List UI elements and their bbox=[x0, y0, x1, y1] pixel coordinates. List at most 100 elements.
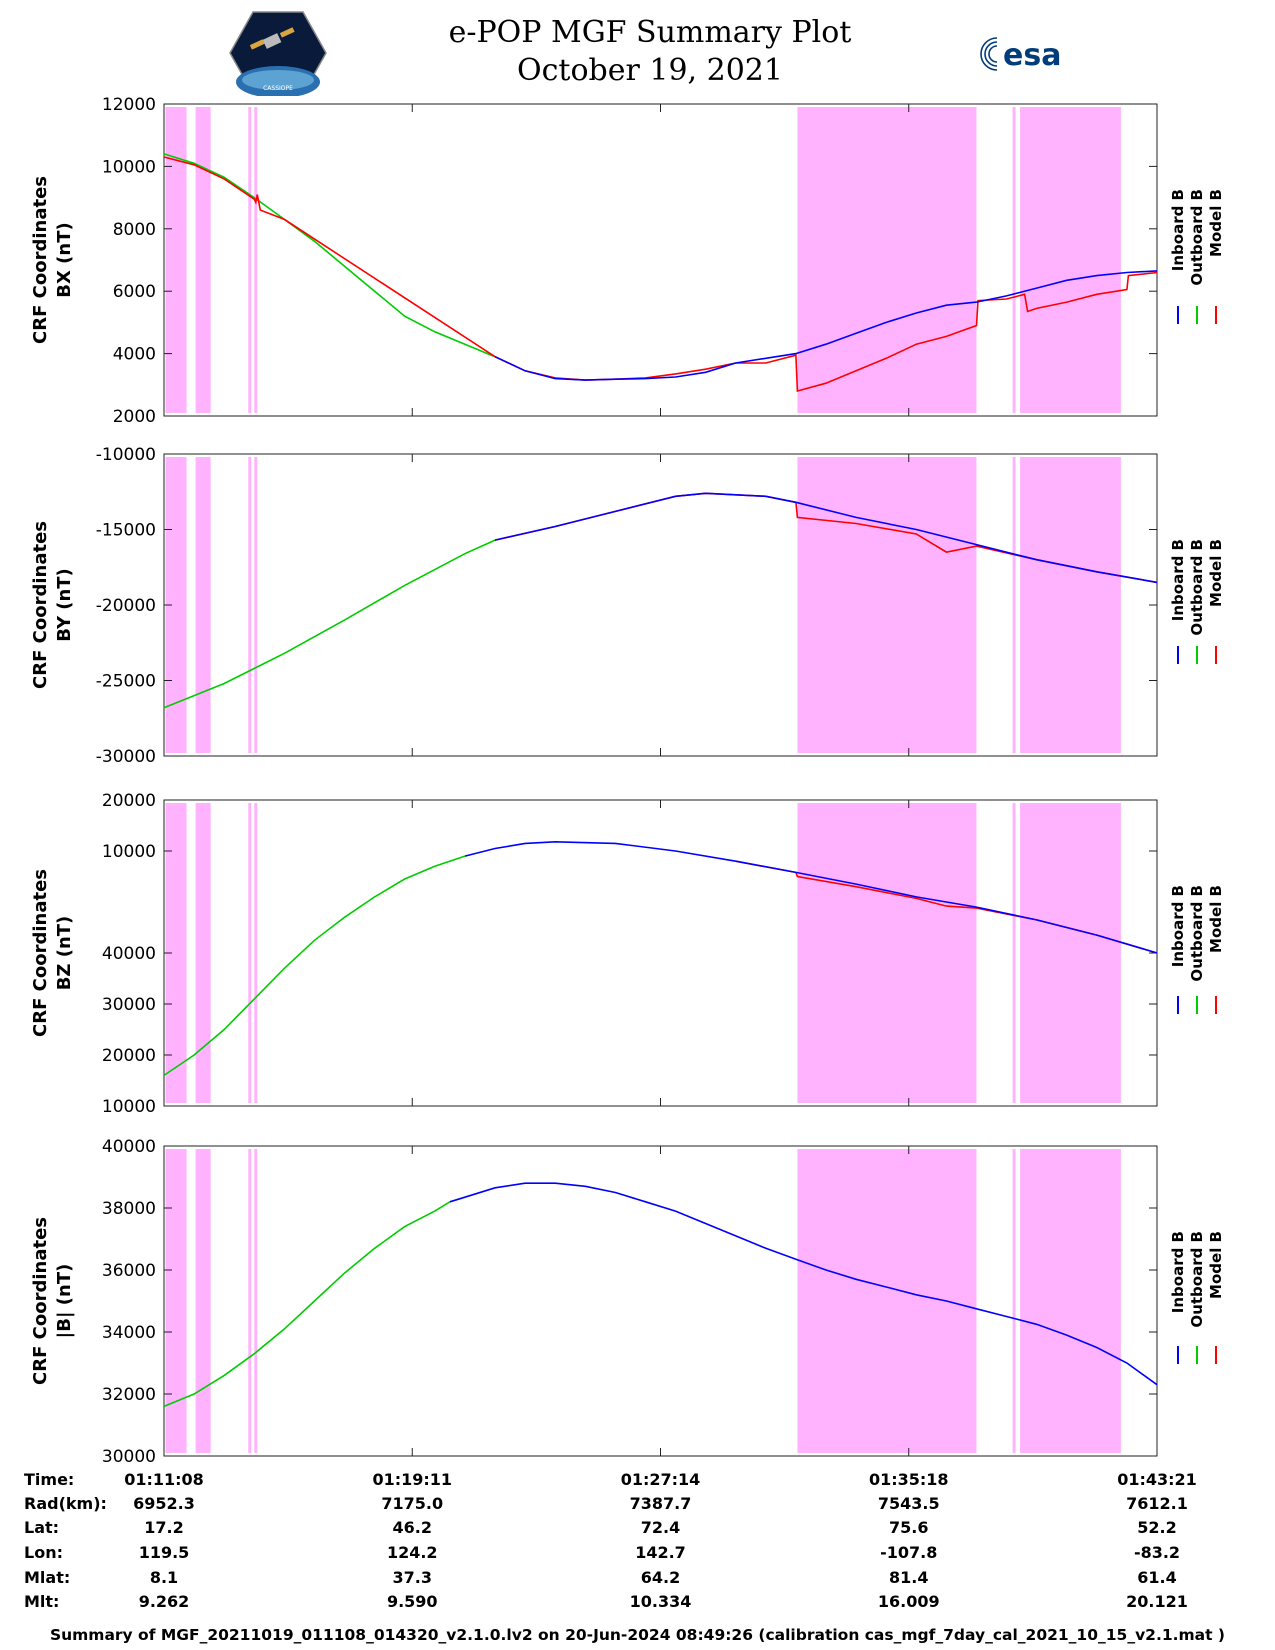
legend-outboard-label: Outboard B bbox=[1188, 189, 1206, 286]
series-inboard-line bbox=[464, 840, 1158, 954]
shade-interval-6 bbox=[1020, 1149, 1121, 1453]
y-axis-label-line2: BX (nT) bbox=[54, 222, 75, 297]
shade-interval-0 bbox=[165, 457, 187, 753]
y-tick-label-0: 12000 bbox=[102, 95, 156, 115]
shade-interval-3 bbox=[254, 107, 258, 413]
y-tick-label-4: 32000 bbox=[102, 1385, 156, 1405]
shade-interval-4 bbox=[797, 1149, 977, 1453]
legend-inboard-label: Inboard B bbox=[1169, 885, 1187, 967]
y-axis-label-line2: |B| (nT) bbox=[54, 1264, 75, 1339]
y-tick-label-3: -25000 bbox=[96, 672, 156, 692]
y-axis-label-line1: CRF Coordinates bbox=[30, 521, 51, 689]
y-tick-label-3: 34000 bbox=[102, 1323, 156, 1343]
series-inboard-line bbox=[494, 492, 1158, 584]
axes-box bbox=[163, 799, 1158, 1107]
cassiope-logo-icon: CASSIOPE bbox=[229, 11, 327, 96]
legend-inboard-label: Inboard B bbox=[1169, 189, 1187, 271]
shade-interval-2 bbox=[248, 457, 252, 753]
legend-model-label: Model B bbox=[1207, 1231, 1225, 1299]
y-tick-label-2: 36000 bbox=[102, 1261, 156, 1281]
y-axis-label-line2: BZ (nT) bbox=[54, 916, 75, 991]
y-tick-label-1: 10000 bbox=[102, 157, 156, 177]
shade-interval-1 bbox=[195, 803, 211, 1103]
shade-interval-6 bbox=[1020, 457, 1121, 753]
shade-interval-2 bbox=[248, 1149, 252, 1453]
legend-model-label: Model B bbox=[1207, 189, 1225, 257]
legend-model-label: Model B bbox=[1207, 885, 1225, 953]
series-outboard-line bbox=[163, 539, 496, 709]
y-axis-label: CRF Coordinates BY (nT) bbox=[30, 521, 75, 689]
shade-interval-4 bbox=[797, 107, 977, 413]
title-block: e-POP MGF Summary Plot October 19, 2021 bbox=[360, 14, 940, 90]
legend-inboard-label: Inboard B bbox=[1169, 539, 1187, 621]
legend-inboard-label: Inboard B bbox=[1169, 1231, 1187, 1313]
y-axis-label: CRF Coordinates BX (nT) bbox=[30, 176, 75, 344]
shade-interval-3 bbox=[254, 457, 258, 753]
shade-interval-5 bbox=[1012, 107, 1016, 413]
y-axis-label-line1: CRF Coordinates bbox=[30, 1217, 51, 1385]
y-tick-label-3: 6000 bbox=[113, 282, 156, 302]
shade-interval-2 bbox=[248, 107, 252, 413]
series-inboard-line bbox=[494, 270, 1158, 381]
y-axis-label-line2: BY (nT) bbox=[54, 568, 75, 642]
series-outboard-line bbox=[163, 1201, 451, 1408]
esa-logo-text: esa bbox=[1003, 38, 1061, 73]
panel-4: 40000 38000 36000 34000 32000 30000 CRF Coordi… bbox=[30, 1137, 1225, 1467]
esa-logo-icon: esa bbox=[980, 37, 1061, 73]
y-tick-label-0: 40000 bbox=[102, 1137, 156, 1157]
y-tick-label-5: 10000 bbox=[102, 1097, 156, 1117]
footer-caption: Summary of MGF_20211019_011108_014320_v2… bbox=[49, 1626, 1226, 1644]
series-model-line bbox=[163, 156, 1158, 393]
shade-interval-4 bbox=[797, 803, 977, 1103]
y-axis-label-line1: CRF Coordinates bbox=[30, 176, 51, 344]
y-tick-label-0: 20000 bbox=[102, 791, 156, 811]
panel-1: 12000 10000 8000 6000 4000 2000 CRF Coordinate… bbox=[30, 95, 1225, 427]
series-inboard-line bbox=[449, 1182, 1158, 1386]
shade-interval-5 bbox=[1012, 1149, 1016, 1453]
series-outboard-line bbox=[163, 153, 496, 358]
plot-date: October 19, 2021 bbox=[517, 53, 783, 88]
axes-box bbox=[163, 103, 1158, 417]
y-tick-label-4: -30000 bbox=[96, 747, 156, 767]
shade-interval-0 bbox=[165, 803, 187, 1103]
cassiope-logo-text: CASSIOPE bbox=[263, 85, 293, 92]
shade-interval-1 bbox=[195, 107, 211, 413]
legend-outboard-label: Outboard B bbox=[1188, 885, 1206, 982]
shade-interval-6 bbox=[1020, 803, 1121, 1103]
y-tick-label-1: 10000 bbox=[102, 842, 156, 862]
legend-outboard-label: Outboard B bbox=[1188, 539, 1206, 636]
shade-interval-5 bbox=[1012, 803, 1016, 1103]
shade-interval-1 bbox=[195, 457, 211, 753]
y-tick-label-1: -15000 bbox=[96, 521, 156, 541]
y-axis-label: CRF Coordinates BZ (nT) bbox=[30, 869, 75, 1037]
shade-interval-0 bbox=[165, 107, 187, 413]
shade-interval-6 bbox=[1020, 107, 1121, 413]
series-outboard-line bbox=[163, 855, 466, 1077]
y-tick-label-5: 30000 bbox=[102, 1447, 156, 1467]
y-tick-label-3: 30000 bbox=[102, 995, 156, 1015]
panel-3: 20000 10000 40000 30000 20000 10000 CRF Coordi… bbox=[30, 791, 1225, 1117]
y-axis-label: CRF Coordinates |B| (nT) bbox=[30, 1217, 75, 1385]
y-tick-label-0: -10000 bbox=[96, 445, 156, 465]
y-tick-label-5: 2000 bbox=[113, 407, 156, 427]
shade-interval-4 bbox=[797, 457, 977, 753]
shade-interval-2 bbox=[248, 803, 252, 1103]
shade-interval-5 bbox=[1012, 457, 1016, 753]
legend-model-label: Model B bbox=[1207, 539, 1225, 607]
y-tick-label-1: 38000 bbox=[102, 1199, 156, 1219]
plot-title: e-POP MGF Summary Plot bbox=[448, 15, 852, 50]
shade-interval-0 bbox=[165, 1149, 187, 1453]
shade-interval-3 bbox=[254, 803, 258, 1103]
shade-interval-1 bbox=[195, 1149, 211, 1453]
axes-box bbox=[163, 1145, 1158, 1457]
shade-interval-3 bbox=[254, 1149, 258, 1453]
legend-outboard-label: Outboard B bbox=[1188, 1231, 1206, 1328]
y-tick-label-2: 8000 bbox=[113, 220, 156, 240]
y-tick-label-4: 20000 bbox=[102, 1046, 156, 1066]
y-tick-label-4: 4000 bbox=[113, 345, 156, 365]
y-axis-label-line1: CRF Coordinates bbox=[30, 869, 51, 1037]
y-tick-label-2: 40000 bbox=[102, 944, 156, 964]
y-tick-label-2: -20000 bbox=[96, 596, 156, 616]
panel-2: -10000 -15000 -20000 -25000 -30000 CRF Coordi… bbox=[30, 445, 1225, 767]
